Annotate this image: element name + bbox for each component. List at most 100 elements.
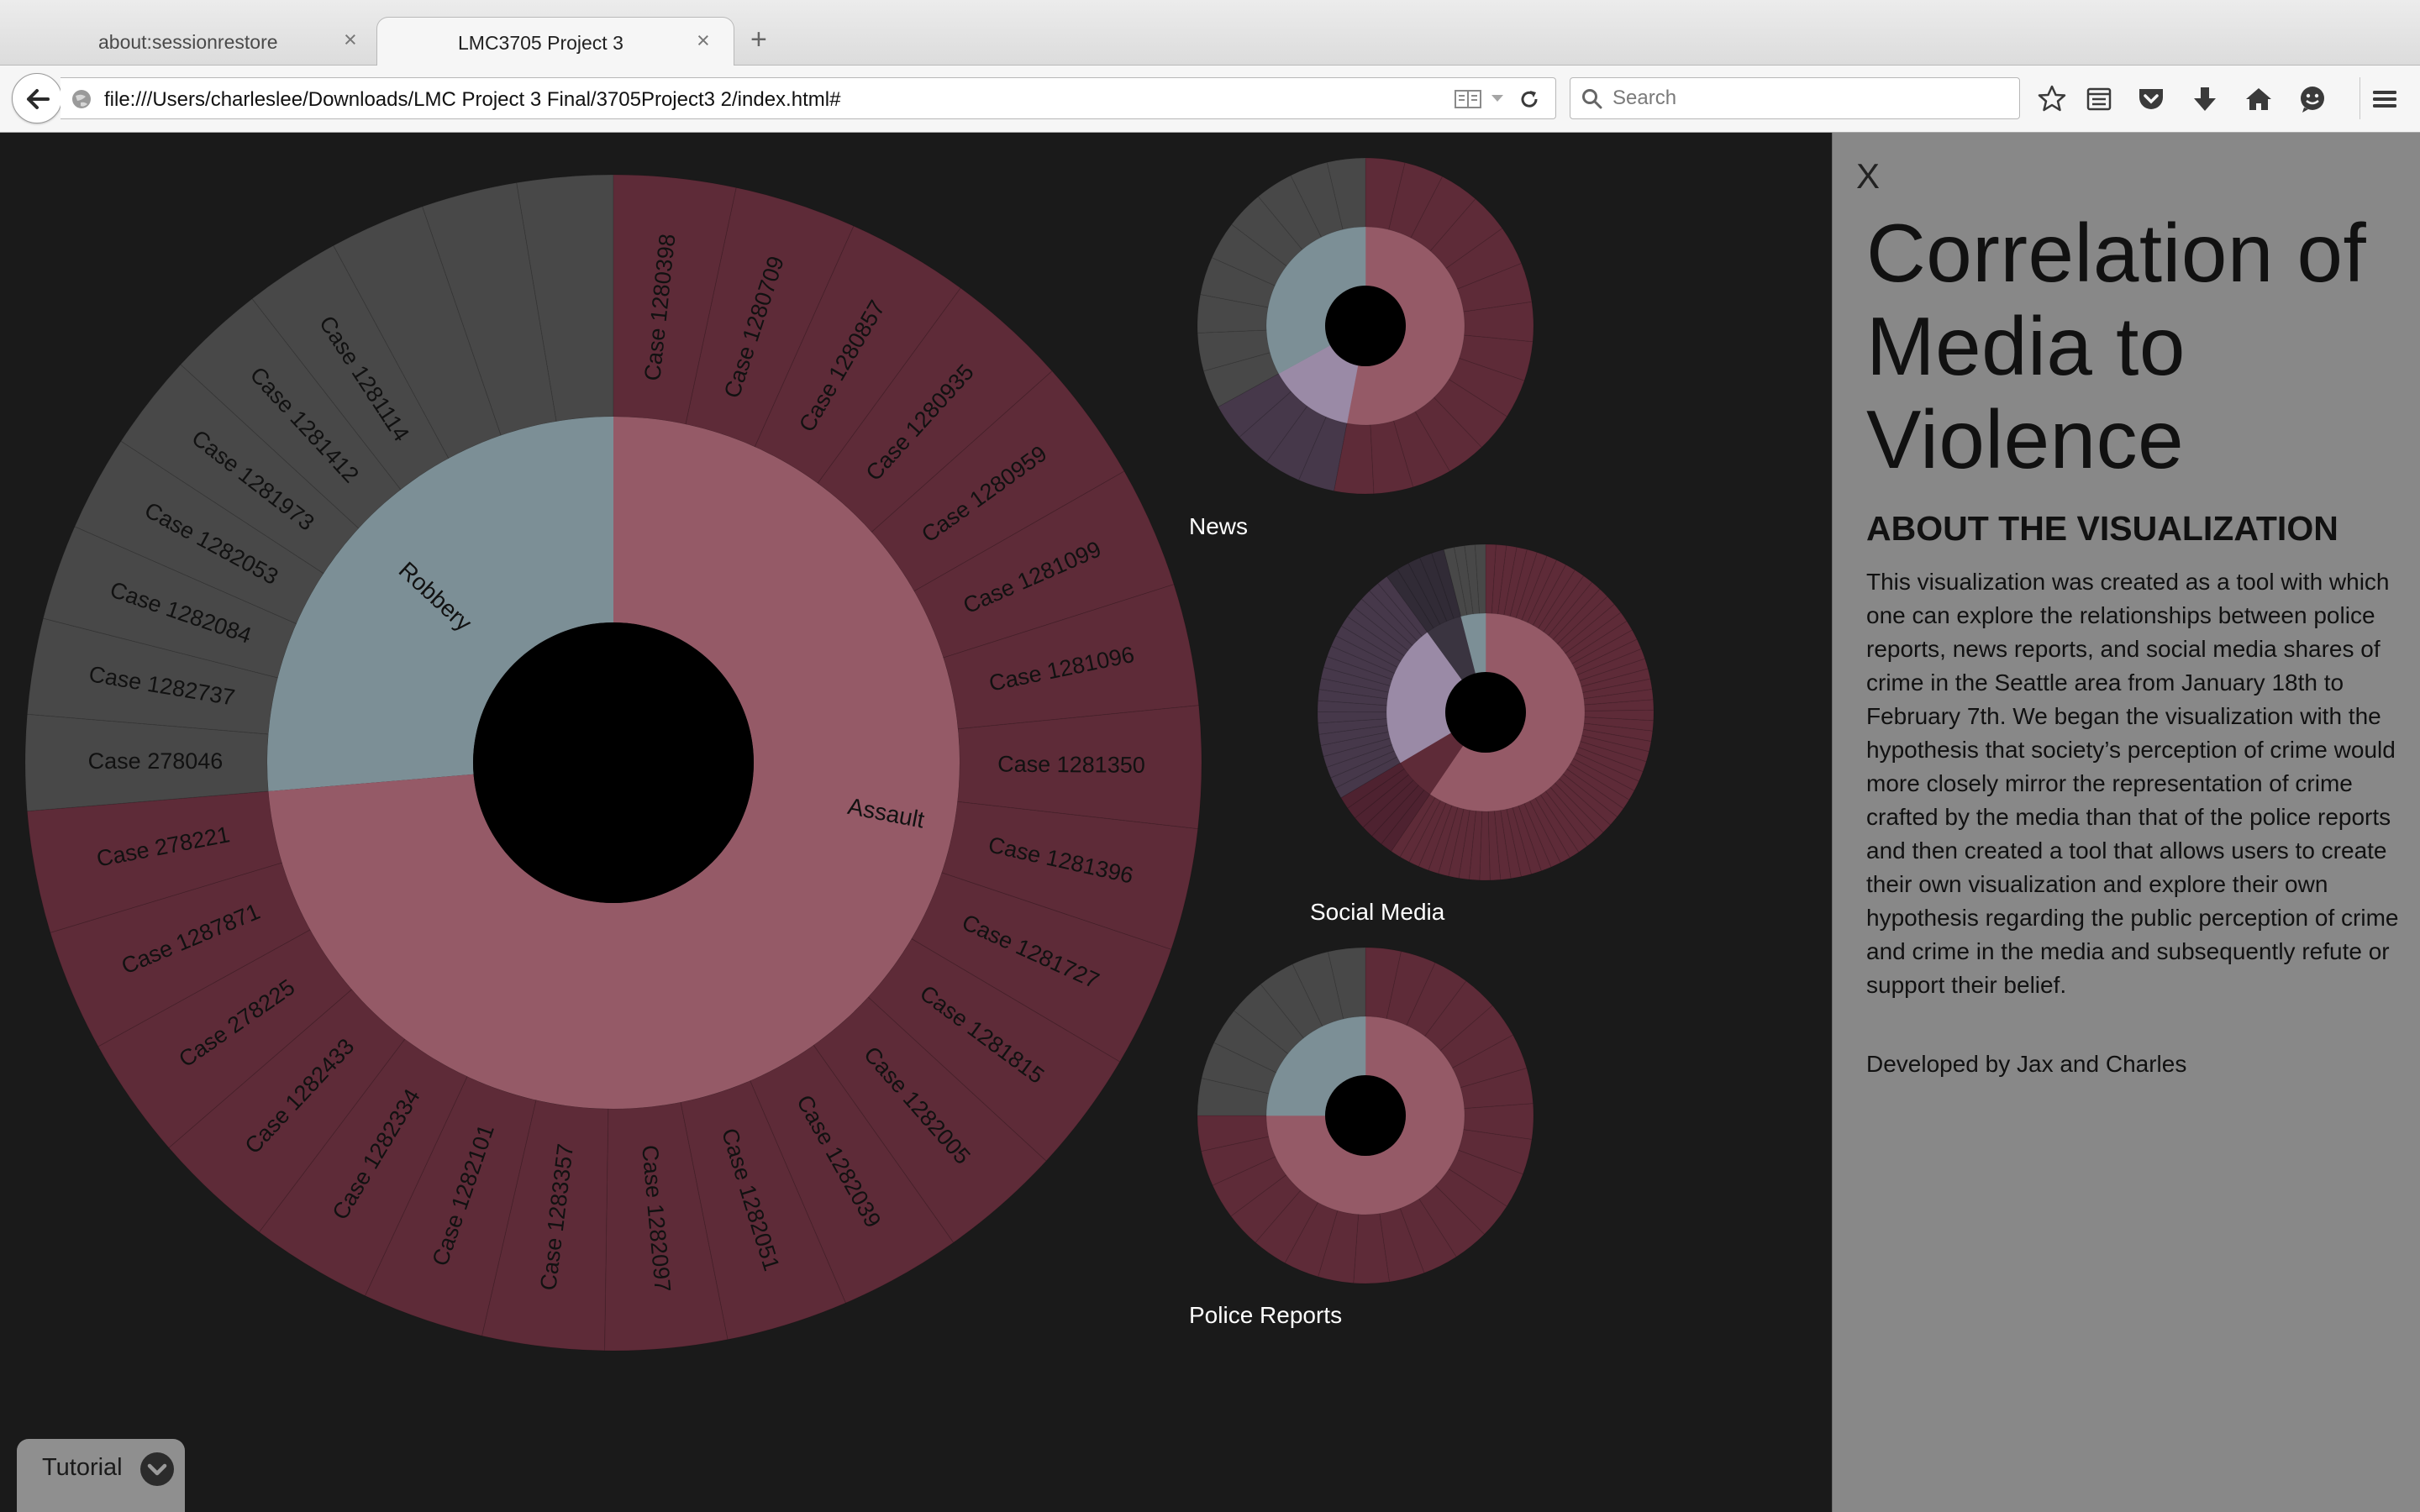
police-reports-chart-outer-segment[interactable]: [1201, 1042, 1277, 1095]
reader-view-icon[interactable]: [1454, 88, 1482, 110]
hello-icon[interactable]: [2297, 84, 2328, 114]
social-media-chart-outer-segment[interactable]: [1335, 625, 1402, 668]
police-reports-chart-outer-segment[interactable]: [1386, 950, 1436, 1026]
social-media-chart-outer-segment[interactable]: [1474, 543, 1486, 614]
history-dropdown-icon[interactable]: [1489, 90, 1506, 107]
social-media-chart-outer-segment[interactable]: [1428, 805, 1459, 874]
social-media-chart-outer-segment[interactable]: [1497, 544, 1518, 616]
home-icon[interactable]: [2244, 84, 2274, 114]
social-media-chart-outer-segment[interactable]: [1500, 808, 1522, 879]
social-media-chart-outer-segment[interactable]: [1330, 635, 1398, 675]
main-inner-segment-assault[interactable]: [268, 417, 960, 1109]
news-chart-outer-segment[interactable]: [1326, 157, 1366, 230]
social-media-chart-outer-segment[interactable]: [1562, 768, 1624, 818]
police-reports-chart-outer-segment[interactable]: [1451, 1034, 1528, 1089]
social-media-chart-outer-segment[interactable]: [1584, 709, 1655, 722]
menu-icon[interactable]: [2370, 84, 2400, 114]
police-reports-chart-outer-segment[interactable]: [1200, 1136, 1276, 1186]
reload-icon[interactable]: [1518, 87, 1541, 111]
police-reports-chart-outer-segment[interactable]: [1463, 1103, 1534, 1141]
social-media-chart-outer-segment[interactable]: [1318, 724, 1389, 747]
search-bar[interactable]: [1570, 77, 2020, 119]
social-media-chart-outer-segment[interactable]: [1582, 678, 1653, 700]
social-media-chart-outer-segment[interactable]: [1584, 699, 1655, 711]
social-media-chart-outer-segment[interactable]: [1320, 666, 1391, 693]
social-media-chart-outer-segment[interactable]: [1443, 546, 1468, 617]
tab-close-icon[interactable]: ×: [697, 28, 710, 53]
search-input[interactable]: [1612, 85, 2007, 112]
tab-close-icon[interactable]: ×: [344, 27, 357, 52]
social-media-chart-outer-segment[interactable]: [1340, 616, 1405, 663]
police-reports-chart-outer-segment[interactable]: [1327, 947, 1366, 1020]
social-media-chart-outer-segment[interactable]: [1369, 582, 1423, 642]
social-media-chart-outer-segment[interactable]: [1570, 758, 1635, 801]
social-media-chart-outer-segment[interactable]: [1354, 598, 1413, 652]
news-chart-outer-segment[interactable]: [1429, 198, 1503, 270]
social-media-chart-outer-segment[interactable]: [1582, 722, 1654, 743]
news-chart-outer-segment[interactable]: [1445, 228, 1523, 290]
social-media-chart-outer-segment[interactable]: [1347, 606, 1409, 657]
social-media-chart-outer-segment[interactable]: [1320, 731, 1391, 758]
police-reports-chart-outer-segment[interactable]: [1284, 1201, 1339, 1278]
social-media-chart-outer-segment[interactable]: [1571, 629, 1638, 670]
tab-sessionrestore[interactable]: about:sessionrestore ×: [12, 17, 381, 66]
social-media-chart-outer-segment[interactable]: [1493, 810, 1512, 880]
news-chart-outer-segment[interactable]: [1433, 378, 1508, 449]
social-media-chart-outer-segment[interactable]: [1566, 763, 1630, 810]
social-media-chart-outer-segment[interactable]: [1317, 700, 1387, 713]
download-icon[interactable]: [2190, 84, 2220, 114]
police-reports-chart-outer-segment[interactable]: [1424, 980, 1493, 1052]
police-reports-chart-outer-segment[interactable]: [1197, 1077, 1270, 1116]
social-media-chart-outer-segment[interactable]: [1399, 796, 1441, 863]
social-media-chart-outer-segment[interactable]: [1330, 750, 1398, 789]
police-reports-chart-outer-segment[interactable]: [1230, 1174, 1302, 1243]
news-chart-outer-segment[interactable]: [1230, 196, 1303, 267]
social-media-chart-outer-segment[interactable]: [1487, 810, 1502, 881]
police-reports-chart-outer-segment[interactable]: [1418, 1184, 1486, 1257]
social-media-chart-outer-segment[interactable]: [1317, 711, 1387, 724]
social-media-chart-outer-segment[interactable]: [1354, 774, 1414, 828]
star-icon[interactable]: [2037, 84, 2067, 114]
news-chart-outer-segment[interactable]: [1392, 411, 1450, 488]
news-chart-outer-segment[interactable]: [1197, 293, 1269, 333]
social-media-chart-outer-segment[interactable]: [1580, 735, 1650, 763]
social-media-chart-outer-segment[interactable]: [1523, 800, 1561, 868]
police-reports-chart-outer-segment[interactable]: [1260, 963, 1323, 1039]
tab-project3[interactable]: LMC3705 Project 3 ×: [376, 17, 734, 66]
tutorial-button[interactable]: Tutorial: [17, 1439, 185, 1512]
social-media-chart-outer-segment[interactable]: [1547, 581, 1601, 641]
new-tab-button[interactable]: +: [750, 24, 767, 55]
social-media-chart-outer-segment[interactable]: [1544, 786, 1597, 848]
social-media-chart-outer-segment[interactable]: [1360, 590, 1418, 647]
social-media-chart-outer-segment[interactable]: [1408, 800, 1447, 868]
social-media-chart-outer-segment[interactable]: [1518, 803, 1552, 872]
social-media-chart-outer-segment[interactable]: [1549, 782, 1604, 841]
url-text[interactable]: file:///Users/charleslee/Downloads/LMC P…: [104, 88, 841, 111]
url-bar[interactable]: file:///Users/charleslee/Downloads/LMC P…: [60, 77, 1556, 119]
social-media-chart-outer-segment[interactable]: [1554, 778, 1612, 833]
social-media-chart-outer-segment[interactable]: [1326, 645, 1396, 680]
social-media-chart-outer-segment[interactable]: [1515, 551, 1548, 621]
social-media-chart-outer-segment[interactable]: [1407, 557, 1448, 625]
social-media-chart-outer-segment[interactable]: [1318, 677, 1390, 700]
social-media-chart-outer-segment[interactable]: [1583, 717, 1655, 732]
reading-list-icon[interactable]: [2084, 84, 2114, 114]
social-media-chart-outer-segment[interactable]: [1512, 805, 1542, 875]
police-reports-chart-outer-segment[interactable]: [1318, 1210, 1360, 1284]
close-panel-button[interactable]: X: [1856, 156, 1881, 196]
back-button[interactable]: [12, 73, 62, 123]
social-media-chart-outer-segment[interactable]: [1575, 747, 1644, 782]
pocket-icon[interactable]: [2136, 84, 2166, 114]
social-media-chart-outer-segment[interactable]: [1506, 806, 1533, 878]
social-media-chart-outer-segment[interactable]: [1581, 728, 1652, 753]
social-media-chart-outer-segment[interactable]: [1323, 655, 1393, 686]
social-media-chart-outer-segment[interactable]: [1397, 562, 1441, 629]
main-inner-segment-robbery[interactable]: [267, 417, 613, 792]
social-media-chart-outer-segment[interactable]: [1528, 797, 1570, 864]
news-chart-outer-segment[interactable]: [1202, 352, 1280, 408]
social-media-chart-outer-segment[interactable]: [1543, 575, 1593, 637]
news-chart-outer-segment[interactable]: [1257, 175, 1323, 250]
social-media-chart-outer-segment[interactable]: [1521, 555, 1558, 623]
social-media-chart-outer-segment[interactable]: [1370, 785, 1425, 845]
social-media-chart-outer-segment[interactable]: [1453, 545, 1474, 616]
